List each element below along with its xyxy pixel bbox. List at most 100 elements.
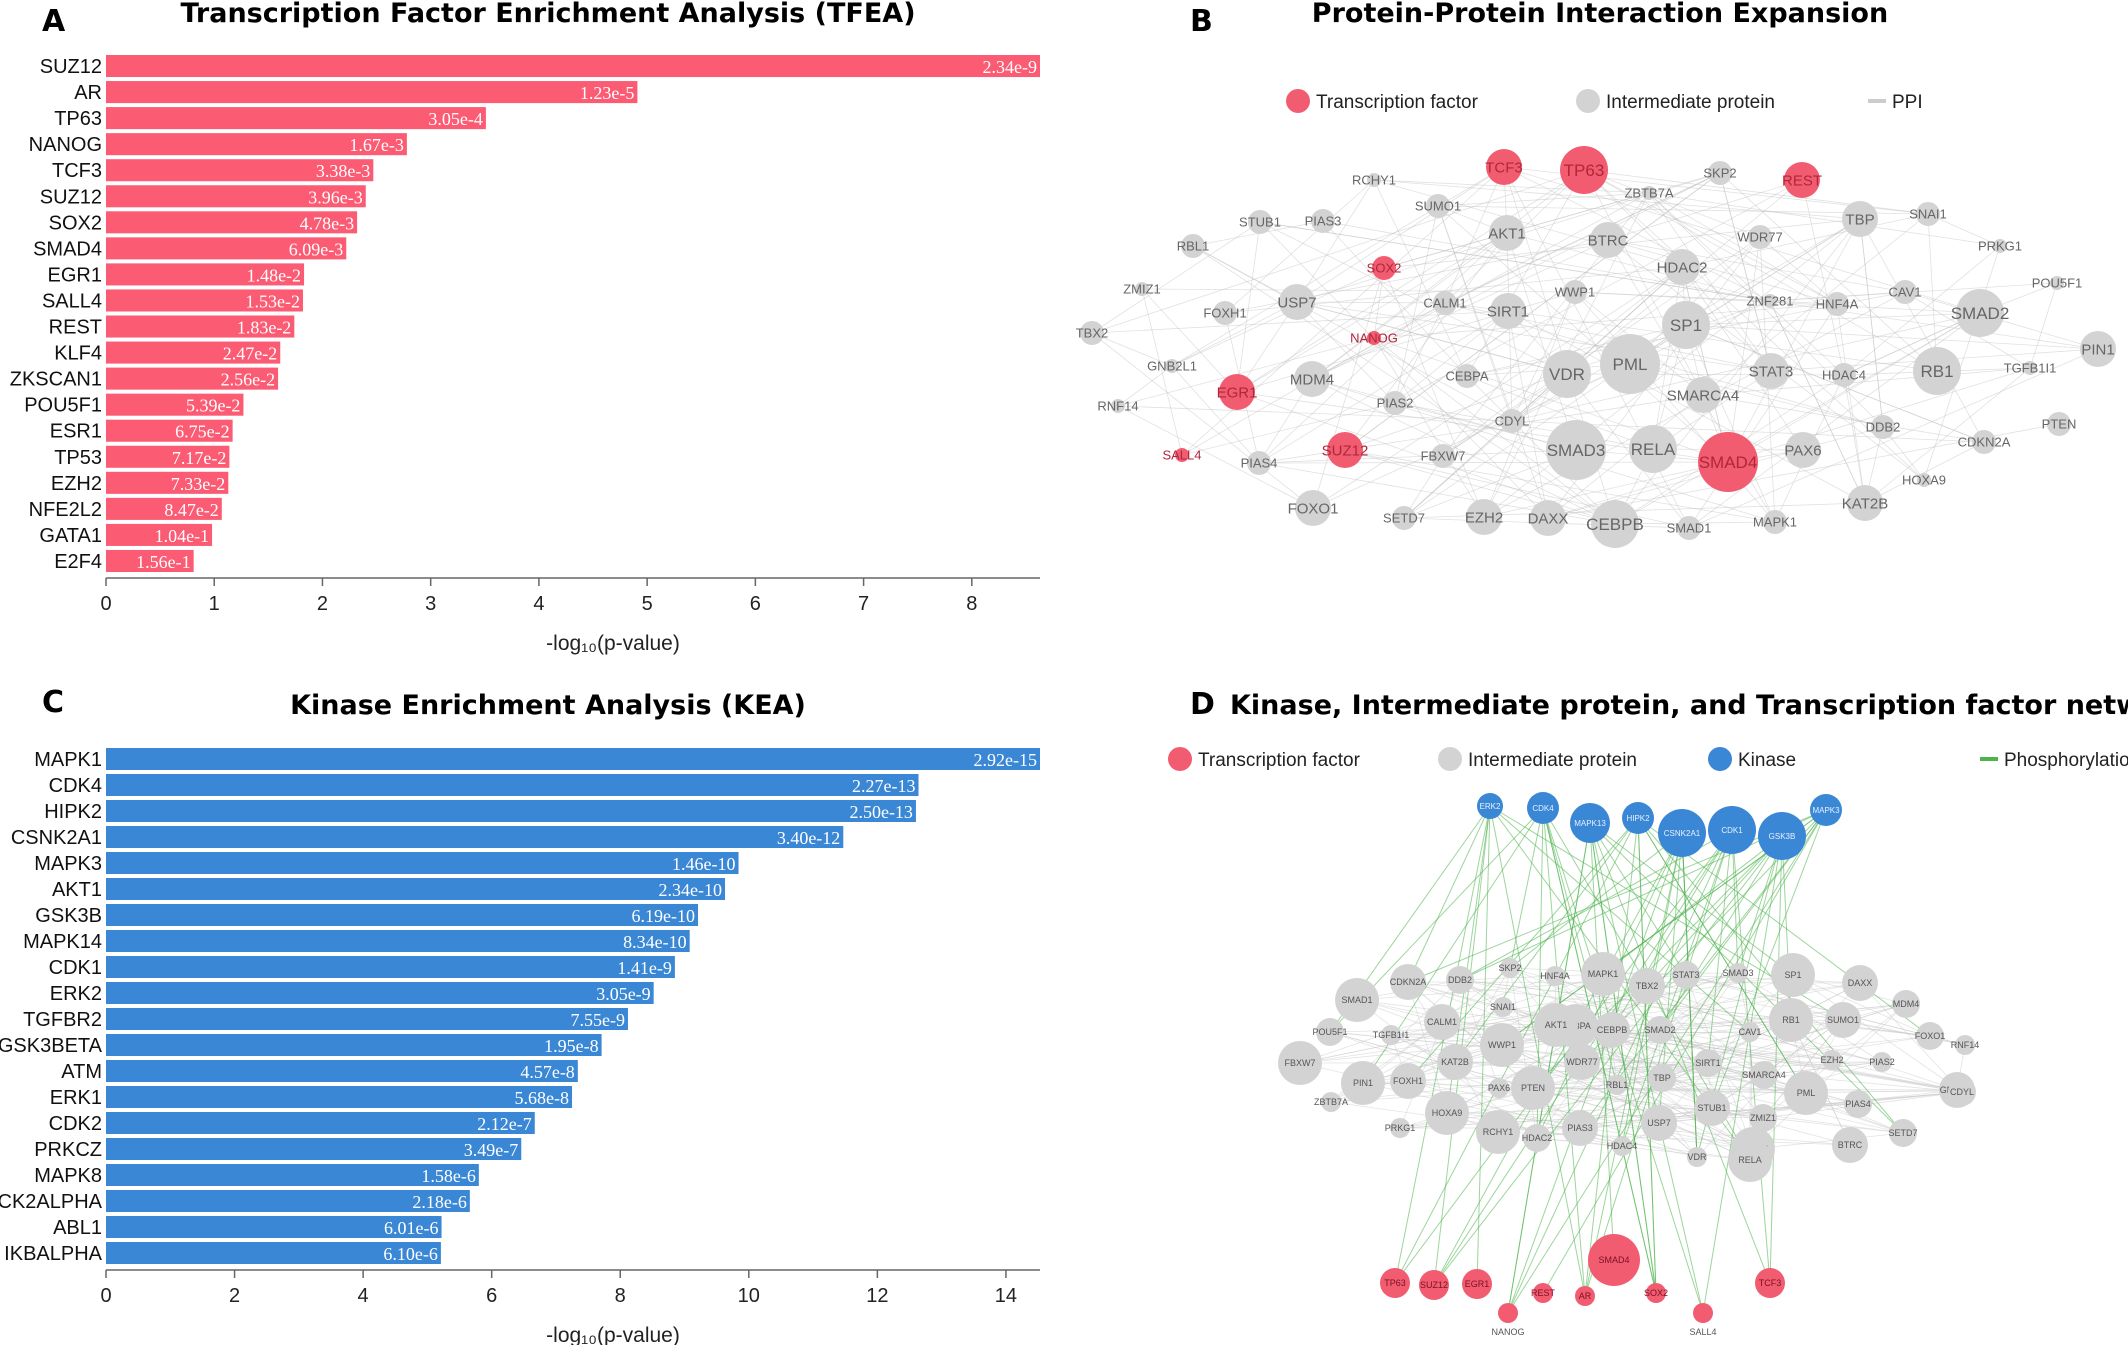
ppi-edge <box>1681 266 1729 463</box>
data-label: 2.18e-6 <box>412 1192 466 1212</box>
intermediate-node <box>1629 425 1677 473</box>
intermediate-node <box>2047 412 2071 436</box>
node-label: PIAS2 <box>1377 396 1414 411</box>
tf-node <box>1327 432 1363 468</box>
intermediate-node <box>1832 1127 1868 1163</box>
node-label: PTEN <box>2042 417 2077 432</box>
node-label: HDAC2 <box>1657 259 1708 276</box>
ppi-edge <box>1727 218 1861 463</box>
ppi-edge <box>1259 221 1771 302</box>
intermediate-node <box>1955 1035 1975 1055</box>
tf-node <box>1219 374 1255 410</box>
node-label: SP1 <box>1784 970 1801 980</box>
phosphorylation-edge <box>1769 835 1783 1284</box>
ppi-edge <box>1752 1132 1904 1150</box>
intermediate-node <box>1534 1003 1578 1047</box>
tf-node <box>1588 1234 1640 1286</box>
tf-node <box>1784 162 1820 198</box>
node-label: SIRT1 <box>1695 1058 1720 1068</box>
intermediate-node <box>1248 210 1272 234</box>
ppi-edge <box>1583 169 1938 372</box>
phosphorylation-edge <box>1542 807 1657 1294</box>
ppi-edge <box>1446 1019 1792 1114</box>
phosphorylation-edge <box>1433 835 1783 1286</box>
intermediate-node <box>1437 1044 1473 1080</box>
data-label: 2.56e-2 <box>221 370 275 390</box>
node-label: RNF14 <box>1951 1040 1980 1050</box>
node-label: WWP1 <box>1488 1040 1516 1050</box>
phosphorylation-edge <box>1509 807 1544 969</box>
ppi-edge <box>1311 378 1577 451</box>
bar <box>106 419 233 442</box>
node-label: SUMO1 <box>1415 199 1461 214</box>
intermediate-node <box>1641 1105 1677 1141</box>
intermediate-node <box>1677 516 1701 540</box>
data-label: 1.04e-1 <box>155 526 209 546</box>
intermediate-node <box>1530 500 1566 536</box>
node-label: SUMO1 <box>1827 1015 1859 1025</box>
legend-label: Intermediate protein <box>1468 750 1637 771</box>
intermediate-node <box>1500 409 1524 433</box>
node-label: PRKG1 <box>1978 239 2022 254</box>
data-label: 1.56e-1 <box>136 552 190 572</box>
ppi-edge <box>1707 1062 1859 1105</box>
ppi-edge <box>1719 172 1772 372</box>
ppi-edge <box>1091 332 1314 509</box>
node-label: CDYL <box>1495 414 1530 429</box>
kinase-node <box>1477 793 1503 819</box>
ppi-edge <box>1607 179 1803 241</box>
data-label: 1.95e-8 <box>544 1036 598 1056</box>
node-label: SKP2 <box>1498 963 1521 973</box>
intermediate-node <box>1889 1119 1917 1147</box>
phosphorylation-edge <box>1646 835 1783 987</box>
intermediate-node <box>1749 1104 1777 1132</box>
node-label: RB1 <box>1920 362 1953 381</box>
ppi-edge <box>1711 1019 1844 1109</box>
category-label: TP63 <box>54 108 102 130</box>
ppi-edge <box>1437 205 1513 422</box>
intermediate-node <box>1612 1136 1632 1156</box>
intermediate-node <box>1341 1061 1385 1105</box>
bar <box>106 930 690 952</box>
intermediate-node <box>1213 301 1237 325</box>
ppi-edge <box>1192 245 1616 525</box>
bar <box>106 852 739 874</box>
category-label: MAPK3 <box>34 853 102 875</box>
node-label: TBX2 <box>1636 981 1659 991</box>
node-label: AKT1 <box>1488 225 1526 242</box>
node-label: PRKG1 <box>1385 1123 1416 1133</box>
node-label: RELA <box>1631 440 1676 459</box>
node-label: SMAD3 <box>1547 441 1606 460</box>
node-label: STAT3 <box>1749 363 1793 380</box>
ppi-edge <box>1607 239 1906 293</box>
ppi-edge <box>1259 221 1568 375</box>
bar <box>106 445 230 468</box>
node-label: HNF4A <box>1816 297 1859 312</box>
ppi-edge <box>1575 1025 1751 1161</box>
node-label: HOXA9 <box>1432 1108 1463 1118</box>
data-label: 6.09e-3 <box>289 239 343 259</box>
data-label: 1.83e-2 <box>237 318 291 338</box>
ppi-edge <box>1719 172 1938 372</box>
node-label: DAXX <box>1528 510 1569 527</box>
ppi-edge <box>1503 166 1771 302</box>
ppi-edge <box>1581 1061 1754 1150</box>
intermediate-node <box>1917 473 1931 487</box>
intermediate-node <box>1181 234 1205 258</box>
phosphorylation-edge <box>1637 817 1657 1294</box>
phosphorylation-edge <box>1621 829 1733 1147</box>
node-label: EGR1 <box>1465 1279 1490 1289</box>
node-label: PIAS3 <box>1567 1123 1593 1133</box>
node-label: SMAD2 <box>1644 1025 1675 1035</box>
tf-legend-swatch <box>1168 747 1192 771</box>
ppi-edge <box>1373 179 1683 268</box>
data-label: 7.55e-9 <box>570 1010 624 1030</box>
intermediate-node <box>1545 966 1565 986</box>
ppi-edge <box>1383 172 1721 269</box>
intermediate-node <box>1913 347 1961 395</box>
intermediate-node <box>1825 1002 1861 1038</box>
node-label: SNAI1 <box>1909 207 1947 222</box>
kinase-node <box>1758 812 1806 860</box>
intermediate-node <box>1080 321 1104 345</box>
intermediate-node <box>1581 952 1625 996</box>
